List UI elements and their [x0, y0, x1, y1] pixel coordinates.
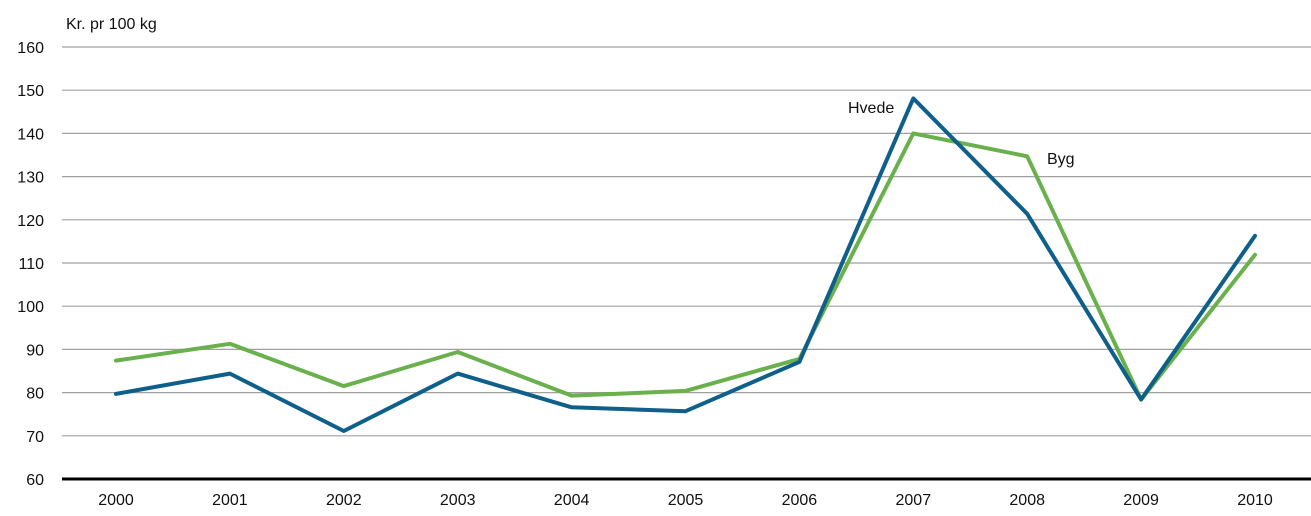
- y-tick-label: 70: [26, 429, 44, 446]
- y-tick-label: 110: [18, 256, 44, 273]
- x-tick-labels: 2000 2001 2002 2003 2004 2005 2006 2007 2008 2009…: [98, 492, 1273, 509]
- y-tick-label: 160: [17, 40, 44, 57]
- y-tick-label: 130: [17, 170, 44, 187]
- y-tick-label: 60: [26, 472, 44, 489]
- y-tick-labels: 60 70 80 90 100 110 120 130 140 150 160: [17, 40, 44, 489]
- x-tick-label: 2008: [1009, 492, 1045, 509]
- gridlines: [62, 46, 1311, 437]
- y-tick-label: 100: [17, 299, 44, 316]
- y-tick-label: 90: [26, 342, 44, 359]
- x-tick-label: 2005: [668, 492, 704, 509]
- series-label-hvede: Hvede: [848, 100, 894, 117]
- x-tick-label: 2010: [1237, 492, 1273, 509]
- series-line-hvede: [114, 96, 1257, 433]
- series-label-byg: Byg: [1047, 151, 1075, 168]
- x-tick-label: 2004: [554, 492, 590, 509]
- y-tick-label: 120: [17, 213, 44, 230]
- y-tick-label: 140: [17, 126, 44, 143]
- series-line-byg: [114, 131, 1257, 402]
- x-tick-label: 2002: [326, 492, 362, 509]
- series-labels: Hvede Byg: [848, 100, 1075, 168]
- x-tick-label: 2001: [212, 492, 248, 509]
- series-lines: [114, 96, 1257, 433]
- x-tick-label: 2007: [896, 492, 932, 509]
- x-tick-label: 2009: [1123, 492, 1159, 509]
- x-tick-label: 2006: [782, 492, 818, 509]
- x-tick-label: 2003: [440, 492, 476, 509]
- y-tick-label: 150: [17, 83, 44, 100]
- y-tick-label: 80: [26, 386, 44, 403]
- x-tick-label: 2000: [98, 492, 134, 509]
- y-axis-title: Kr. pr 100 kg: [66, 16, 157, 33]
